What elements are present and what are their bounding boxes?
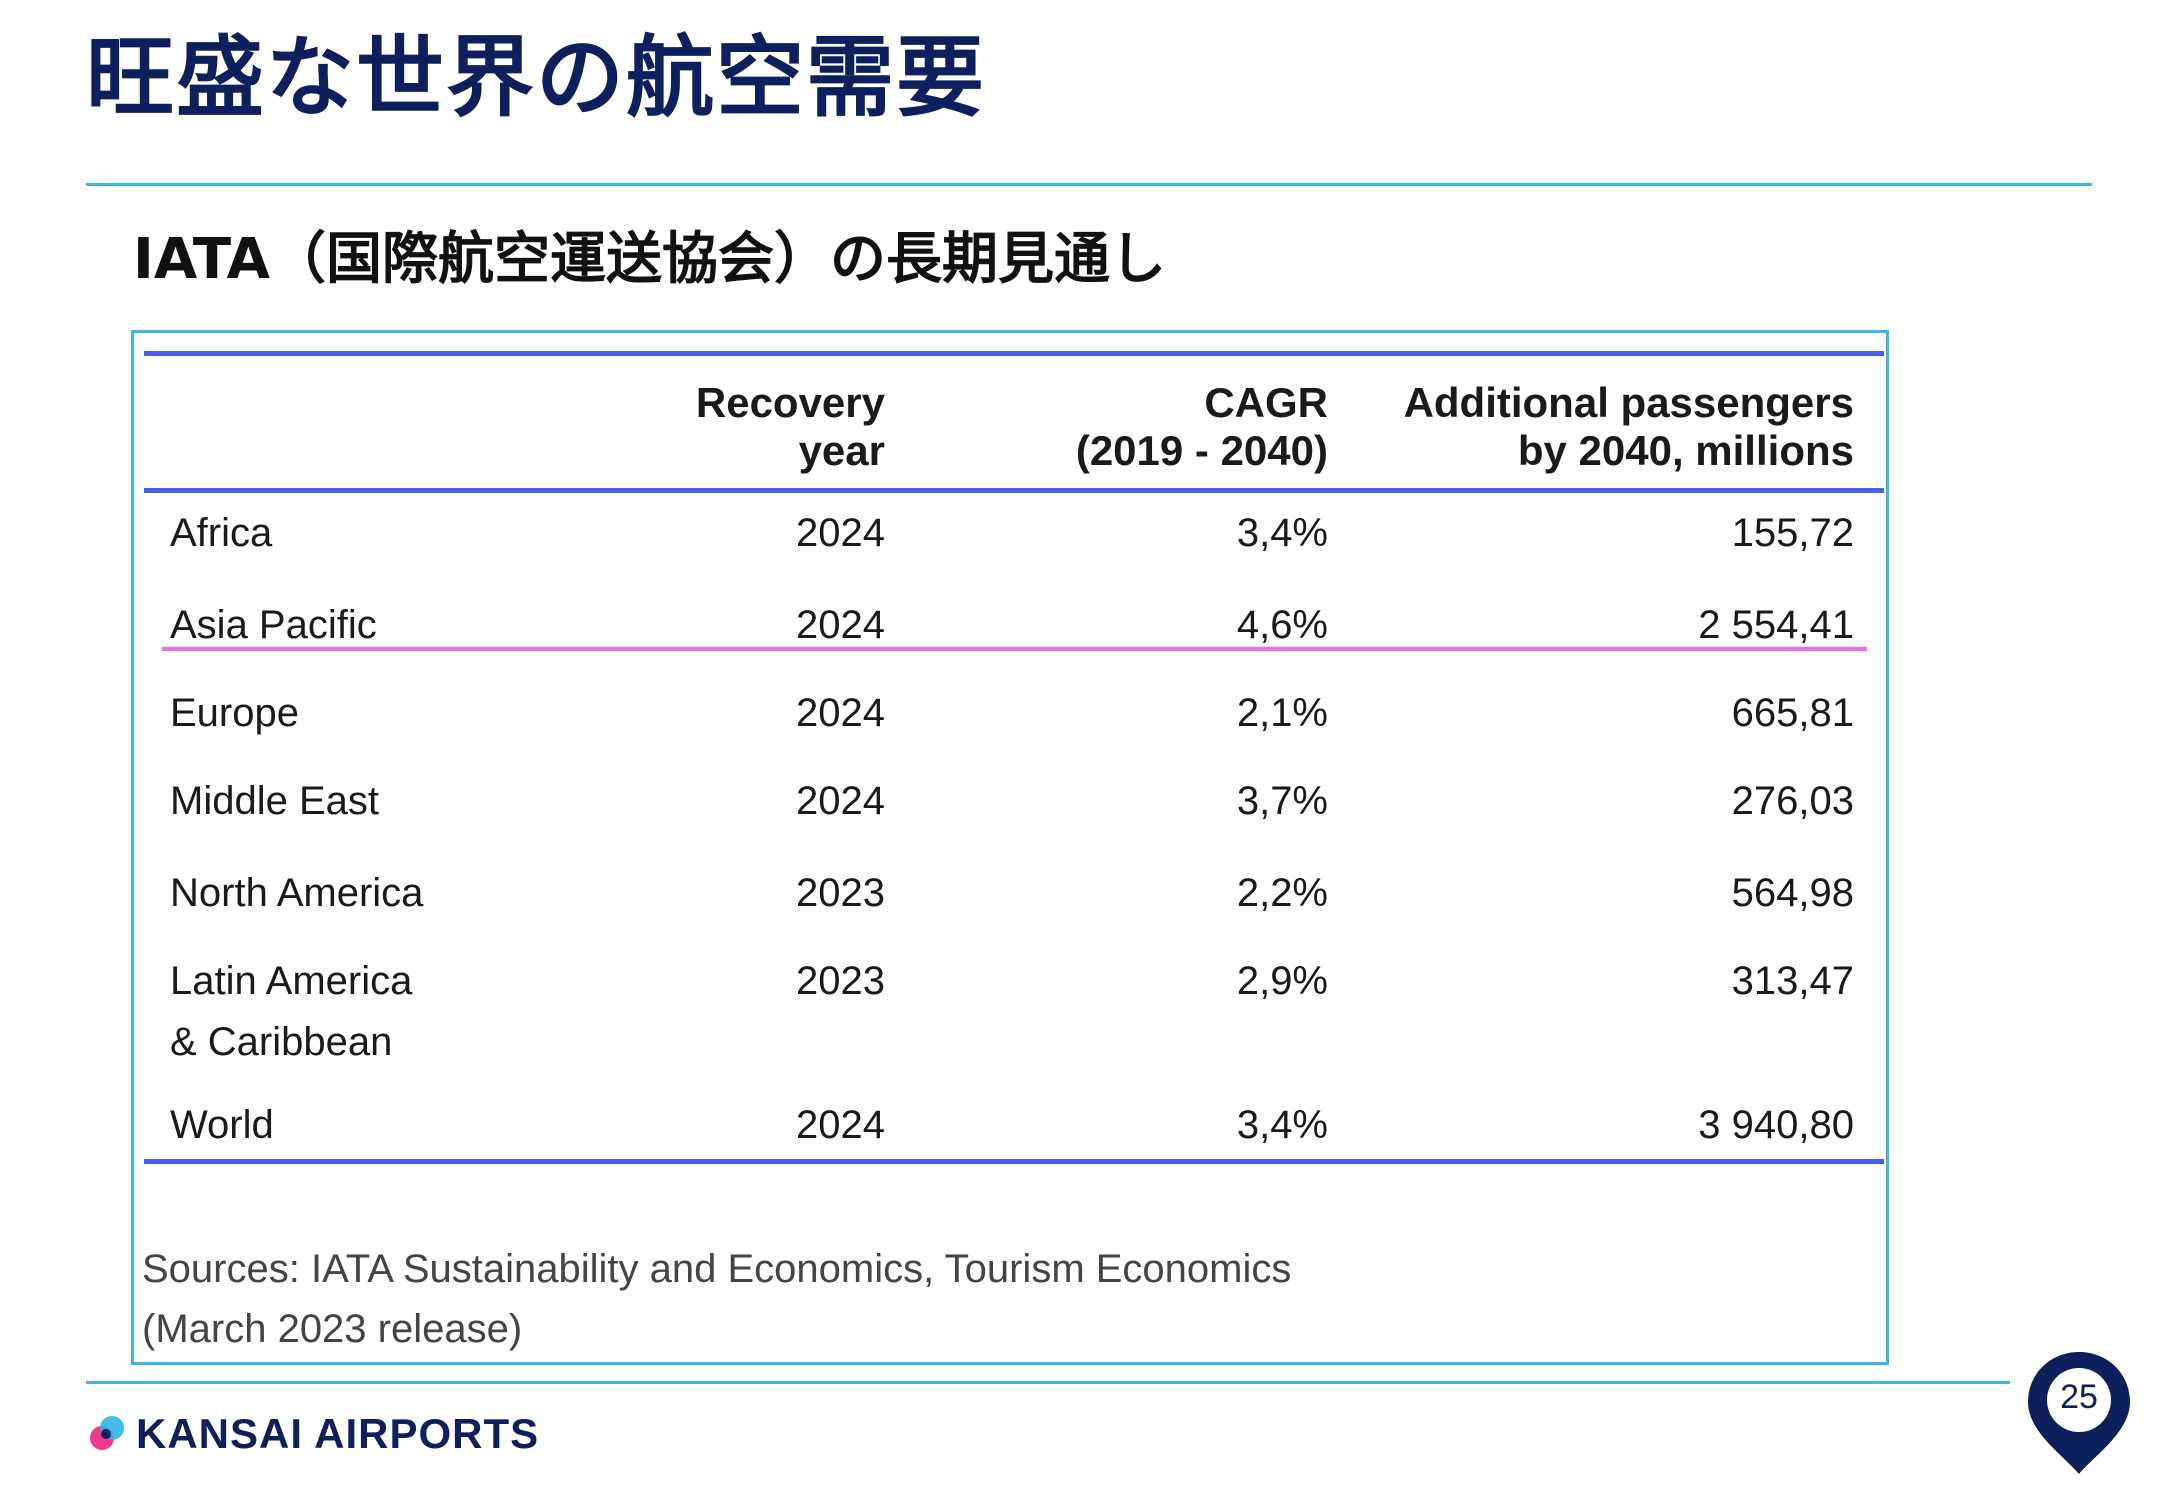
row-world-cagr: 3,4% (1236, 1103, 1328, 1147)
table-top-rule (144, 351, 1884, 356)
row-asia-pacific-year: 2024 (796, 603, 885, 647)
slide-title: 旺盛な世界の航空需要 (86, 26, 987, 129)
row-latin-america-region: Latin America (170, 959, 413, 1003)
row-north-america-passengers: 564,98 (1731, 871, 1854, 915)
table-header-rule (144, 488, 1884, 493)
row-north-america-year: 2023 (796, 871, 885, 915)
row-asia-pacific-region: Asia Pacific (170, 603, 377, 647)
row-middle-east-cagr: 3,7% (1236, 779, 1328, 823)
asia-pacific-highlight-rule (162, 647, 1867, 651)
row-africa-region: Africa (170, 511, 273, 555)
row-latin-america-region-line2: & Caribbean (170, 1020, 393, 1064)
forecast-table: Recovery year CAGR (2019 - 2040) Additio… (131, 330, 1889, 1365)
row-europe-region: Europe (170, 691, 299, 735)
header-recovery-line2: year (798, 427, 885, 474)
kansai-airports-logo: KANSAI AIRPORTS (86, 1410, 539, 1458)
header-cagr-line2: (2019 - 2040) (1075, 427, 1328, 474)
location-pin-icon (2028, 1352, 2130, 1474)
row-north-america-cagr: 2,2% (1236, 871, 1328, 915)
header-passengers-line2: by 2040, millions (1517, 427, 1854, 474)
page-number: 25 (2060, 1378, 2098, 1416)
row-latin-america-passengers: 313,47 (1731, 959, 1854, 1003)
header-recovery-line1: Recovery (695, 379, 885, 426)
slide-subtitle: IATA（国際航空運送協会）の長期見通し (133, 227, 1167, 292)
header-passengers-line1: Additional passengers (1403, 379, 1854, 426)
footer-divider (86, 1381, 2010, 1384)
row-europe-cagr: 2,1% (1236, 691, 1328, 735)
logo-text: KANSAI AIRPORTS (136, 1410, 540, 1457)
row-asia-pacific-cagr: 4,6% (1236, 603, 1328, 647)
row-north-america-region: North America (170, 871, 424, 915)
row-africa-year: 2024 (796, 511, 885, 555)
table-source-note: Sources: IATA Sustainability and Economi… (142, 1239, 1291, 1359)
title-divider (86, 183, 2092, 186)
row-africa-cagr: 3,4% (1236, 511, 1328, 555)
row-middle-east-region: Middle East (170, 779, 379, 823)
header-cagr-line1: CAGR (1204, 379, 1328, 426)
table-bottom-rule (144, 1159, 1884, 1164)
row-europe-passengers: 665,81 (1731, 691, 1854, 735)
row-latin-america-year: 2023 (796, 959, 885, 1003)
source-line-2: (March 2023 release) (142, 1307, 523, 1351)
row-africa-passengers: 155,72 (1731, 511, 1854, 555)
row-world-passengers: 3 940,80 (1698, 1103, 1854, 1147)
row-world-year: 2024 (796, 1103, 885, 1147)
row-asia-pacific-passengers: 2 554,41 (1698, 603, 1854, 647)
source-line-1: Sources: IATA Sustainability and Economi… (142, 1247, 1292, 1291)
row-middle-east-passengers: 276,03 (1731, 779, 1854, 823)
kansai-airports-logo-icon (90, 1416, 124, 1450)
row-europe-year: 2024 (796, 691, 885, 735)
row-latin-america-cagr: 2,9% (1236, 959, 1328, 1003)
row-middle-east-year: 2024 (796, 779, 885, 823)
row-world-region: World (170, 1103, 274, 1147)
